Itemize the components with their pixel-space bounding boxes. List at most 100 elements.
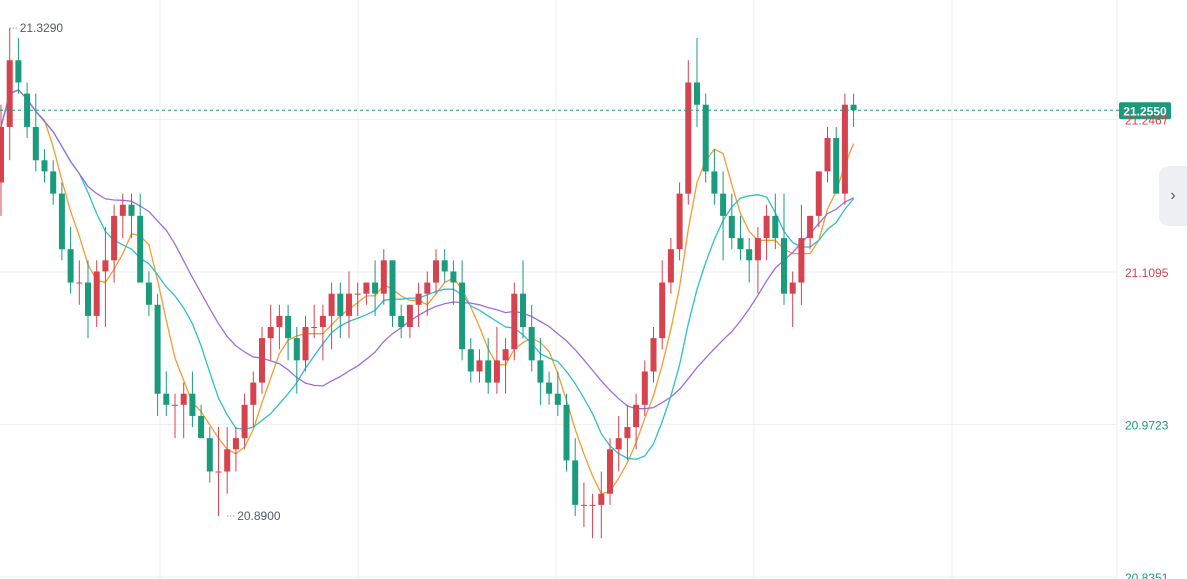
candle [650,327,657,383]
candle [754,226,761,294]
candle-body [198,415,205,439]
candle [476,349,483,383]
candle-body [406,304,413,328]
candle-body [580,504,587,506]
candle [206,427,213,483]
candle-body [459,282,466,350]
candle-body [441,260,448,272]
candle-body [250,382,257,405]
candle-body [520,293,526,328]
candle-body [346,293,352,316]
candle-body [128,204,135,216]
candle-body [589,504,596,506]
candle-body [163,393,170,405]
candle [58,182,65,261]
candle [789,271,796,328]
candle-body [815,171,822,216]
candle-body [476,360,483,372]
candle [598,471,605,539]
candle [363,282,370,305]
candle-body [232,438,239,450]
candle-body [276,315,283,328]
candle [250,371,257,428]
candle [215,427,222,516]
candle-body [650,338,657,372]
candle [15,38,22,94]
candle-body [546,382,553,394]
candle-body [145,282,152,305]
candle [67,226,74,294]
y-tick-label: 21.1095 [1125,266,1169,280]
candle [563,393,570,472]
candle [615,415,622,472]
y-tick-label: 20.8351 [1125,571,1169,579]
candle [163,371,170,416]
high-annotation-label: 21.3290 [20,21,64,35]
candle [807,215,814,250]
candle [589,493,596,539]
candle [702,93,709,183]
current-price-line: 21.2550 [0,102,1171,120]
candle [111,204,118,283]
candle-body [685,82,692,194]
candle-body [372,282,379,294]
candle-body [728,215,735,239]
candle-body [389,260,396,316]
candle-body [554,393,561,405]
y-axis: 21.2467 21.1095 20.9723 20.8351 [1125,113,1169,579]
candle-body [6,60,13,127]
chevron-right-icon[interactable]: › [1159,166,1187,226]
current-price-bg [1119,102,1171,120]
candle [720,171,727,261]
candle-body [215,471,222,473]
y-tick-label: 20.9723 [1125,418,1169,432]
candle-body [511,293,518,350]
candle [398,304,405,339]
candle-body [772,215,779,239]
candle [511,282,518,361]
candle-body [807,215,814,239]
candle-body [50,171,57,194]
candle-body [398,315,405,328]
candle [676,182,683,261]
candle [119,193,126,239]
candle [572,438,579,516]
candle-body [711,171,718,194]
candle [624,404,631,461]
candle-body [319,315,326,328]
candle-body [32,126,39,161]
candle-body [502,349,509,361]
candle [24,82,31,139]
candle-body [493,360,500,383]
candle-body [58,193,65,250]
candle-body [607,449,613,494]
candle-body [824,138,831,172]
candle-body [328,293,335,316]
candle-body [763,215,770,239]
candle [763,204,770,261]
candle-body [467,349,474,372]
candle [50,160,57,205]
candle [667,238,674,294]
candle-body [302,327,309,361]
candle [346,271,352,339]
candle-body [41,160,48,172]
low-annotation-label: 20.8900 [237,509,281,523]
candle-body [415,293,422,305]
candle-body [154,304,161,394]
candle-body [363,282,370,294]
candle [232,427,239,472]
candle-body [641,371,648,405]
candle-body [633,404,640,428]
current-price-tag: 21.2550 [1119,102,1171,120]
candle-body [781,238,787,294]
candle [537,338,544,405]
candle-body [624,427,631,439]
candle [737,215,744,261]
candle [433,249,439,294]
candle [841,93,848,205]
candle [728,193,735,250]
candle-body [267,327,274,339]
candle-body [119,204,126,216]
candle [441,249,448,283]
